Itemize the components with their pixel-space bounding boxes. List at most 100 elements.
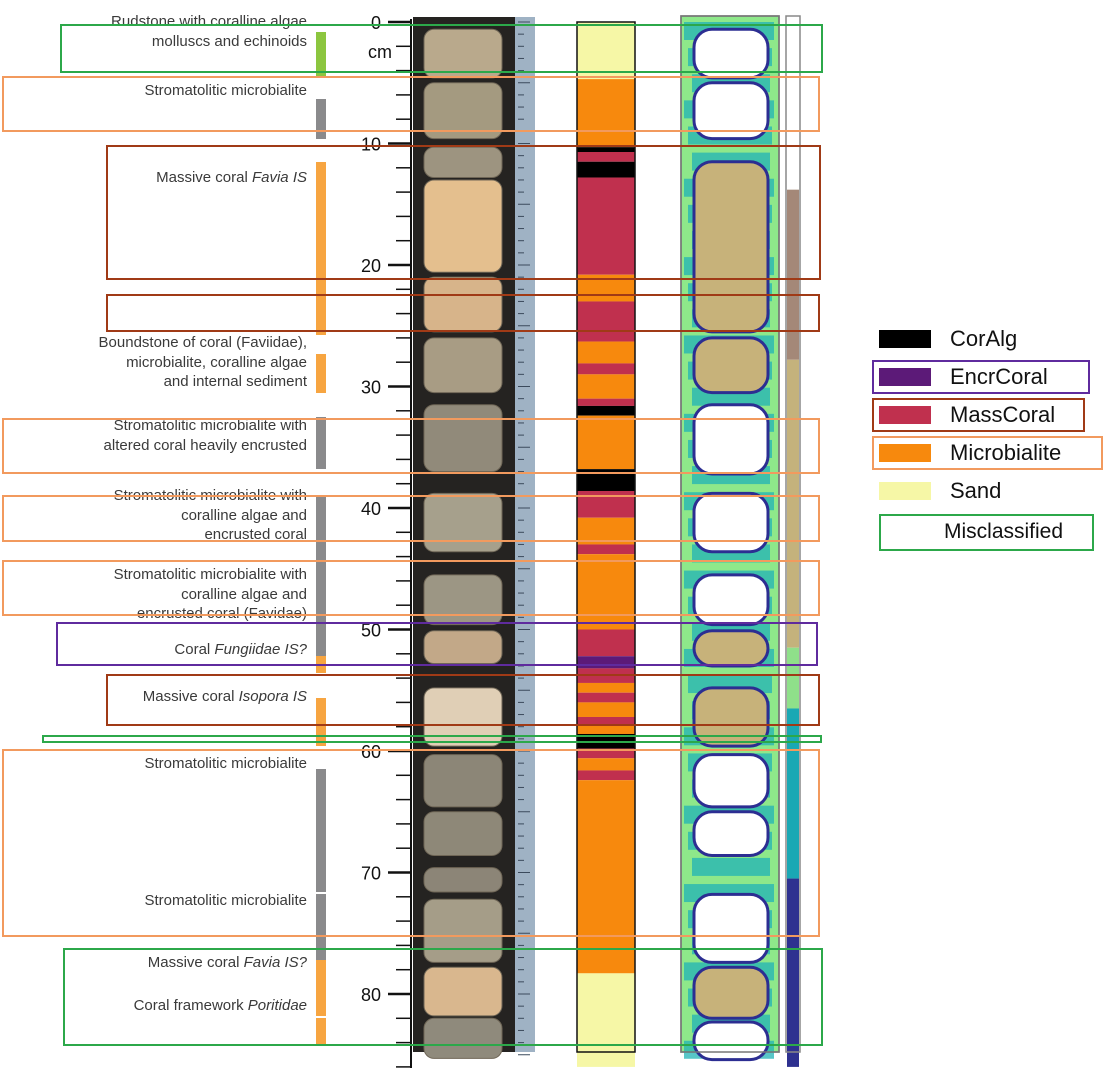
- classified-segment: [577, 554, 635, 630]
- highlight-frame-misclassified: [42, 735, 822, 743]
- segmented-clast: [692, 491, 770, 554]
- core-fragment: [423, 179, 503, 273]
- description-line: molluscs and echinoids: [151, 32, 307, 50]
- core-fragment: [423, 811, 503, 856]
- axis-tick-label: 10: [361, 135, 381, 155]
- classified-segment: [577, 724, 635, 734]
- legend-label: MassCoral: [950, 402, 1056, 427]
- classified-segment: [577, 682, 635, 693]
- axis-tick-label: 80: [361, 985, 381, 1005]
- legend-label: CorAlg: [950, 326, 1018, 351]
- classified-segment: [577, 544, 635, 555]
- segmentation-border: [680, 15, 780, 1053]
- misclassified-legend-frame: [879, 514, 1094, 551]
- classified-segment: [577, 702, 635, 717]
- classified-segment: [577, 152, 635, 162]
- description-text: Massive coral: [156, 169, 252, 186]
- axis-tick-label: 30: [361, 378, 381, 398]
- segmentation-image: [680, 15, 780, 1062]
- highlight-frame-microbialite: [2, 418, 820, 474]
- legend-item-sand: Sand: [874, 476, 1099, 506]
- classified-segment: [577, 398, 635, 406]
- classified-segment: [577, 748, 635, 759]
- lithology-bar: [316, 31, 326, 78]
- description-line: Boundstone of coral (Faviidae),: [98, 334, 307, 351]
- legend-swatch: [879, 406, 931, 424]
- lithology-description: Stromatolitic microbialite with altered c…: [12, 416, 307, 455]
- axis-unit-label: cm: [368, 42, 392, 62]
- classified-segment: [577, 629, 635, 657]
- lithology-description: Stromatolitic microbialite: [12, 891, 307, 911]
- highlight-frame-masscoral: [106, 145, 821, 280]
- lithology-bar: [316, 353, 326, 393]
- depth-strip: [785, 15, 801, 1067]
- legend-swatch: [879, 368, 931, 386]
- description-line: Stromatolitic microbialite: [144, 755, 307, 772]
- core-fragment: [423, 1017, 503, 1059]
- lithology-bar: [316, 769, 326, 892]
- lithology-description: Massive coral Favia IS?: [12, 953, 307, 973]
- lithology-description: Coral Fungiidae IS?: [12, 640, 307, 660]
- lithology-bar: [316, 1018, 326, 1047]
- legend-item-masscoral: MassCoral: [874, 400, 1099, 430]
- description-line: and internal sediment: [163, 373, 307, 390]
- highlight-frame-misclassified: [60, 24, 823, 73]
- classified-segment: [577, 716, 635, 725]
- strip-segment: [787, 647, 799, 709]
- legend-frame: [872, 398, 1085, 432]
- strip-border: [785, 15, 801, 1053]
- description-line: Stromatolitic microbialite: [144, 82, 307, 99]
- legend-swatch: [879, 330, 931, 348]
- classified-segment: [577, 770, 635, 781]
- classified-segment: [577, 301, 635, 342]
- description-taxon: Favia IS?: [243, 954, 307, 971]
- description-taxon: Isopora IS: [238, 688, 307, 705]
- classified-segment: [577, 758, 635, 771]
- lithology-bar: [316, 98, 326, 139]
- lithology-bar: [316, 416, 326, 470]
- classified-segment: [577, 22, 635, 80]
- axis-tick-label: 20: [361, 256, 381, 276]
- highlight-frame-masscoral: [106, 674, 820, 726]
- core-fragment: [423, 687, 503, 747]
- classified-segment: [577, 161, 635, 178]
- legend-swatch: [879, 444, 931, 462]
- legend-label: Microbialite: [950, 440, 1062, 465]
- highlight-frame-microbialite: [2, 76, 820, 132]
- core-fragment: [423, 82, 503, 140]
- segmented-clast: [692, 810, 770, 857]
- highlight-frame-masscoral: [106, 294, 820, 332]
- axis-tick-label: 50: [361, 621, 381, 641]
- legend-label: EncrCoral: [950, 364, 1048, 389]
- highlight-frame-microbialite: [2, 495, 820, 542]
- lithology-bar: [316, 697, 326, 747]
- highlight-frame-microbialite: [2, 560, 820, 616]
- core-fragment: [423, 404, 503, 473]
- highlight-frame-encrcoral: [56, 622, 818, 666]
- legend-frame: [872, 436, 1103, 470]
- axis-tick-label: 70: [361, 864, 381, 884]
- segmented-clast: [692, 753, 770, 809]
- segmented-clast: [692, 686, 770, 748]
- classified-segment: [577, 517, 635, 545]
- classified-segment: [577, 79, 635, 148]
- legend-swatch: [879, 482, 931, 500]
- core-fragment: [423, 754, 503, 808]
- core-fragment: [423, 574, 503, 626]
- description-text: Massive coral: [142, 688, 239, 705]
- measuring-tape: [515, 17, 535, 1052]
- legend-item-encrcoral: EncrCoral: [874, 362, 1099, 392]
- lithology-description: Boundstone of coral (Faviidae), microbial…: [12, 333, 307, 392]
- lithology-description: Coral framework Poritidae: [12, 996, 307, 1016]
- lithology-description: Massive coral Isopora IS: [12, 687, 307, 707]
- core-fragment: [423, 630, 503, 665]
- axis-tick-label: 60: [361, 742, 381, 762]
- classified-segment: [577, 341, 635, 364]
- description-line: encrusted coral: [204, 526, 307, 543]
- classified-segment: [577, 405, 635, 416]
- segmented-clast: [692, 892, 770, 964]
- description-text: Coral framework: [133, 997, 248, 1014]
- core-fragment: [423, 337, 503, 394]
- classified-segment: [577, 415, 635, 470]
